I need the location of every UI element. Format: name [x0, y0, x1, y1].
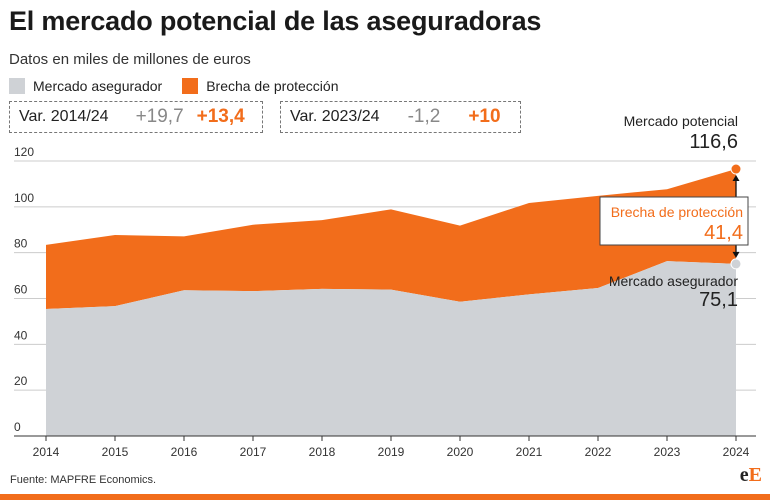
- x-tick-label: 2016: [171, 445, 198, 459]
- var-box-value-gap: +13,4: [196, 106, 245, 127]
- potential-point: [730, 163, 742, 175]
- legend-swatch-mercado: [9, 78, 25, 94]
- legend-item-brecha: Brecha de protección: [182, 78, 339, 94]
- var-box-2023-24: Var. 2023/24 -1,2 +10: [280, 101, 521, 133]
- y-tick-label: 60: [14, 283, 28, 297]
- x-tick-label: 2020: [447, 445, 474, 459]
- y-axis: 0 20 40 60 80 100 120: [14, 145, 34, 434]
- x-tick-label: 2022: [585, 445, 612, 459]
- var-box-label: Var. 2023/24: [290, 108, 380, 125]
- chart-title: El mercado potencial de las aseguradoras: [9, 6, 542, 36]
- var-box-value-gap: +10: [468, 106, 501, 127]
- gap-arrow-down: [732, 251, 740, 258]
- area-mercado: [46, 261, 736, 436]
- market-point: [730, 258, 742, 270]
- legend-swatch-brecha: [182, 78, 199, 94]
- x-tick-label: 2024: [723, 445, 750, 459]
- chart-subtitle: Datos en miles de millones de euros: [9, 51, 251, 68]
- x-tick-label: 2019: [378, 445, 405, 459]
- x-tick-label: 2021: [516, 445, 543, 459]
- legend-label-brecha: Brecha de protección: [206, 78, 339, 94]
- gap-arrow-up: [732, 175, 740, 182]
- var-box-value-market: +19,7: [135, 106, 184, 127]
- y-tick-label: 20: [14, 374, 28, 388]
- x-tick-label: 2018: [309, 445, 336, 459]
- gap-callout-label: Brecha de protección: [611, 204, 743, 220]
- annotations: Brecha de protección 41,4 Mercado potenc…: [599, 113, 749, 311]
- x-tick-label: 2017: [240, 445, 267, 459]
- y-tick-label: 80: [14, 237, 28, 251]
- y-tick-label: 120: [14, 145, 34, 159]
- var-box-label: Var. 2014/24: [19, 108, 109, 125]
- potential-label: Mercado potencial: [624, 113, 738, 129]
- potential-value: 116,6: [689, 131, 738, 153]
- bottom-accent-bar: [0, 494, 770, 500]
- y-tick-label: 100: [14, 191, 34, 205]
- legend-label-mercado: Mercado asegurador: [33, 78, 163, 94]
- var-box-2014-24: Var. 2014/24 +19,7 +13,4: [9, 101, 263, 133]
- x-axis: 2014 2015 2016 2017 2018 2019 2020 2021 2022 2023…: [14, 435, 756, 459]
- y-tick-label: 0: [14, 420, 21, 434]
- area-brecha: [46, 169, 736, 310]
- brand-logo: eE: [739, 464, 762, 486]
- x-tick-label: 2015: [102, 445, 129, 459]
- legend: Mercado asegurador Brecha de protección: [9, 78, 359, 94]
- source-note: Fuente: MAPFRE Economics.: [10, 474, 157, 486]
- gap-callout-value: 41,4: [704, 222, 743, 244]
- gap-callout-box: [599, 196, 749, 246]
- var-box-value-market: -1,2: [407, 106, 441, 127]
- legend-item-mercado: Mercado asegurador: [9, 78, 162, 94]
- x-tick-label: 2023: [654, 445, 681, 459]
- market-label: Mercado asegurador: [609, 273, 739, 289]
- y-tick-label: 40: [14, 328, 28, 342]
- market-value: 75,1: [699, 289, 738, 311]
- x-tick-label: 2014: [33, 445, 60, 459]
